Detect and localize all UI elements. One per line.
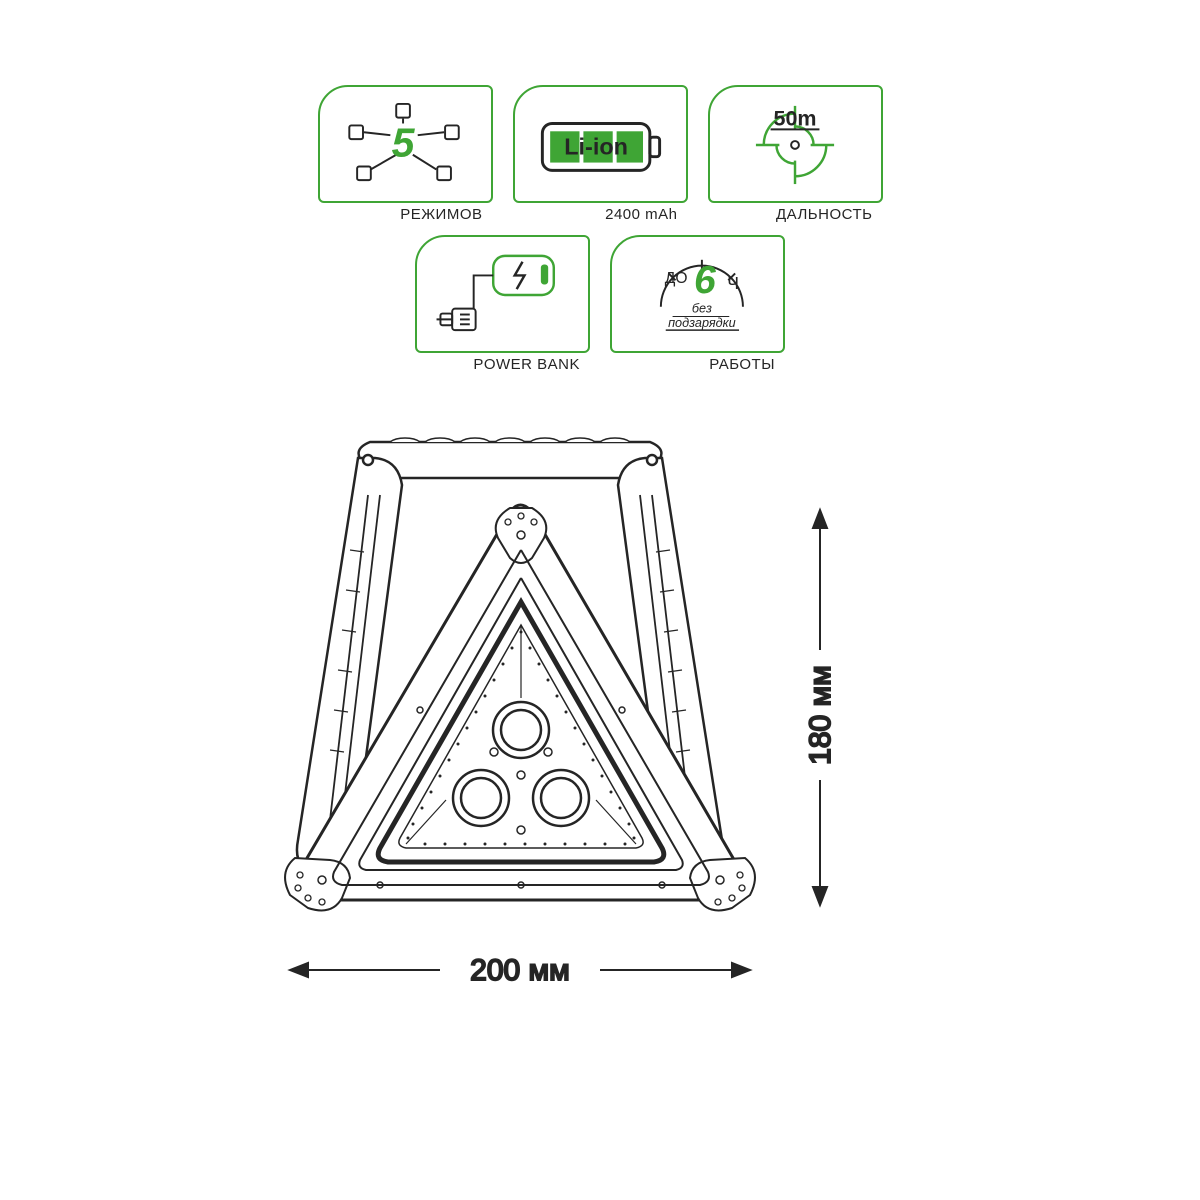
product-diagram: 200 мм 180 мм <box>250 430 950 1080</box>
runtime-unit: Ч <box>727 273 739 293</box>
range-value: 50m <box>773 106 816 130</box>
dimension-height: 180 мм <box>800 510 840 905</box>
badge-range-label: ДАЛЬНОСТЬ <box>710 206 881 223</box>
range-icon: 50m <box>710 85 881 203</box>
dimension-width-label: 200 мм <box>470 954 570 987</box>
dimension-width: 200 мм <box>290 950 750 990</box>
runtime-icon: ДО 6 Ч без подзарядки <box>612 235 783 353</box>
runtime-sub2: подзарядки <box>668 316 736 330</box>
badge-range: 50m ДАЛЬНОСТЬ <box>708 85 883 203</box>
runtime-sub1: без <box>692 302 712 316</box>
badge-battery-label: 2400 mAh <box>515 206 686 223</box>
dimension-height-label: 180 мм <box>804 665 837 765</box>
battery-text: Li-ion <box>564 134 628 160</box>
product-diagram-area: 200 мм 180 мм <box>250 430 950 1080</box>
modes-icon: 5 <box>320 85 491 203</box>
badge-modes: 5 РЕЖИМОВ <box>318 85 493 203</box>
modes-value: 5 <box>391 120 415 166</box>
badge-row-1: 5 РЕЖИМОВ Li-ion 2400 mAh <box>0 85 1200 203</box>
badge-runtime-label: РАБОТЫ <box>612 356 783 373</box>
runtime-value: 6 <box>694 259 716 302</box>
powerbank-icon <box>417 235 588 353</box>
runtime-prefix: ДО <box>665 270 688 287</box>
badge-battery: Li-ion 2400 mAh <box>513 85 688 203</box>
badge-powerbank-label: POWER BANK <box>417 356 588 373</box>
badge-row-2: POWER BANK ДО 6 Ч без подзарядки РАБОТЫ <box>0 235 1200 353</box>
badge-modes-label: РЕЖИМОВ <box>320 206 491 223</box>
battery-icon: Li-ion <box>515 85 686 203</box>
badge-runtime: ДО 6 Ч без подзарядки РАБОТЫ <box>610 235 785 353</box>
badge-powerbank: POWER BANK <box>415 235 590 353</box>
